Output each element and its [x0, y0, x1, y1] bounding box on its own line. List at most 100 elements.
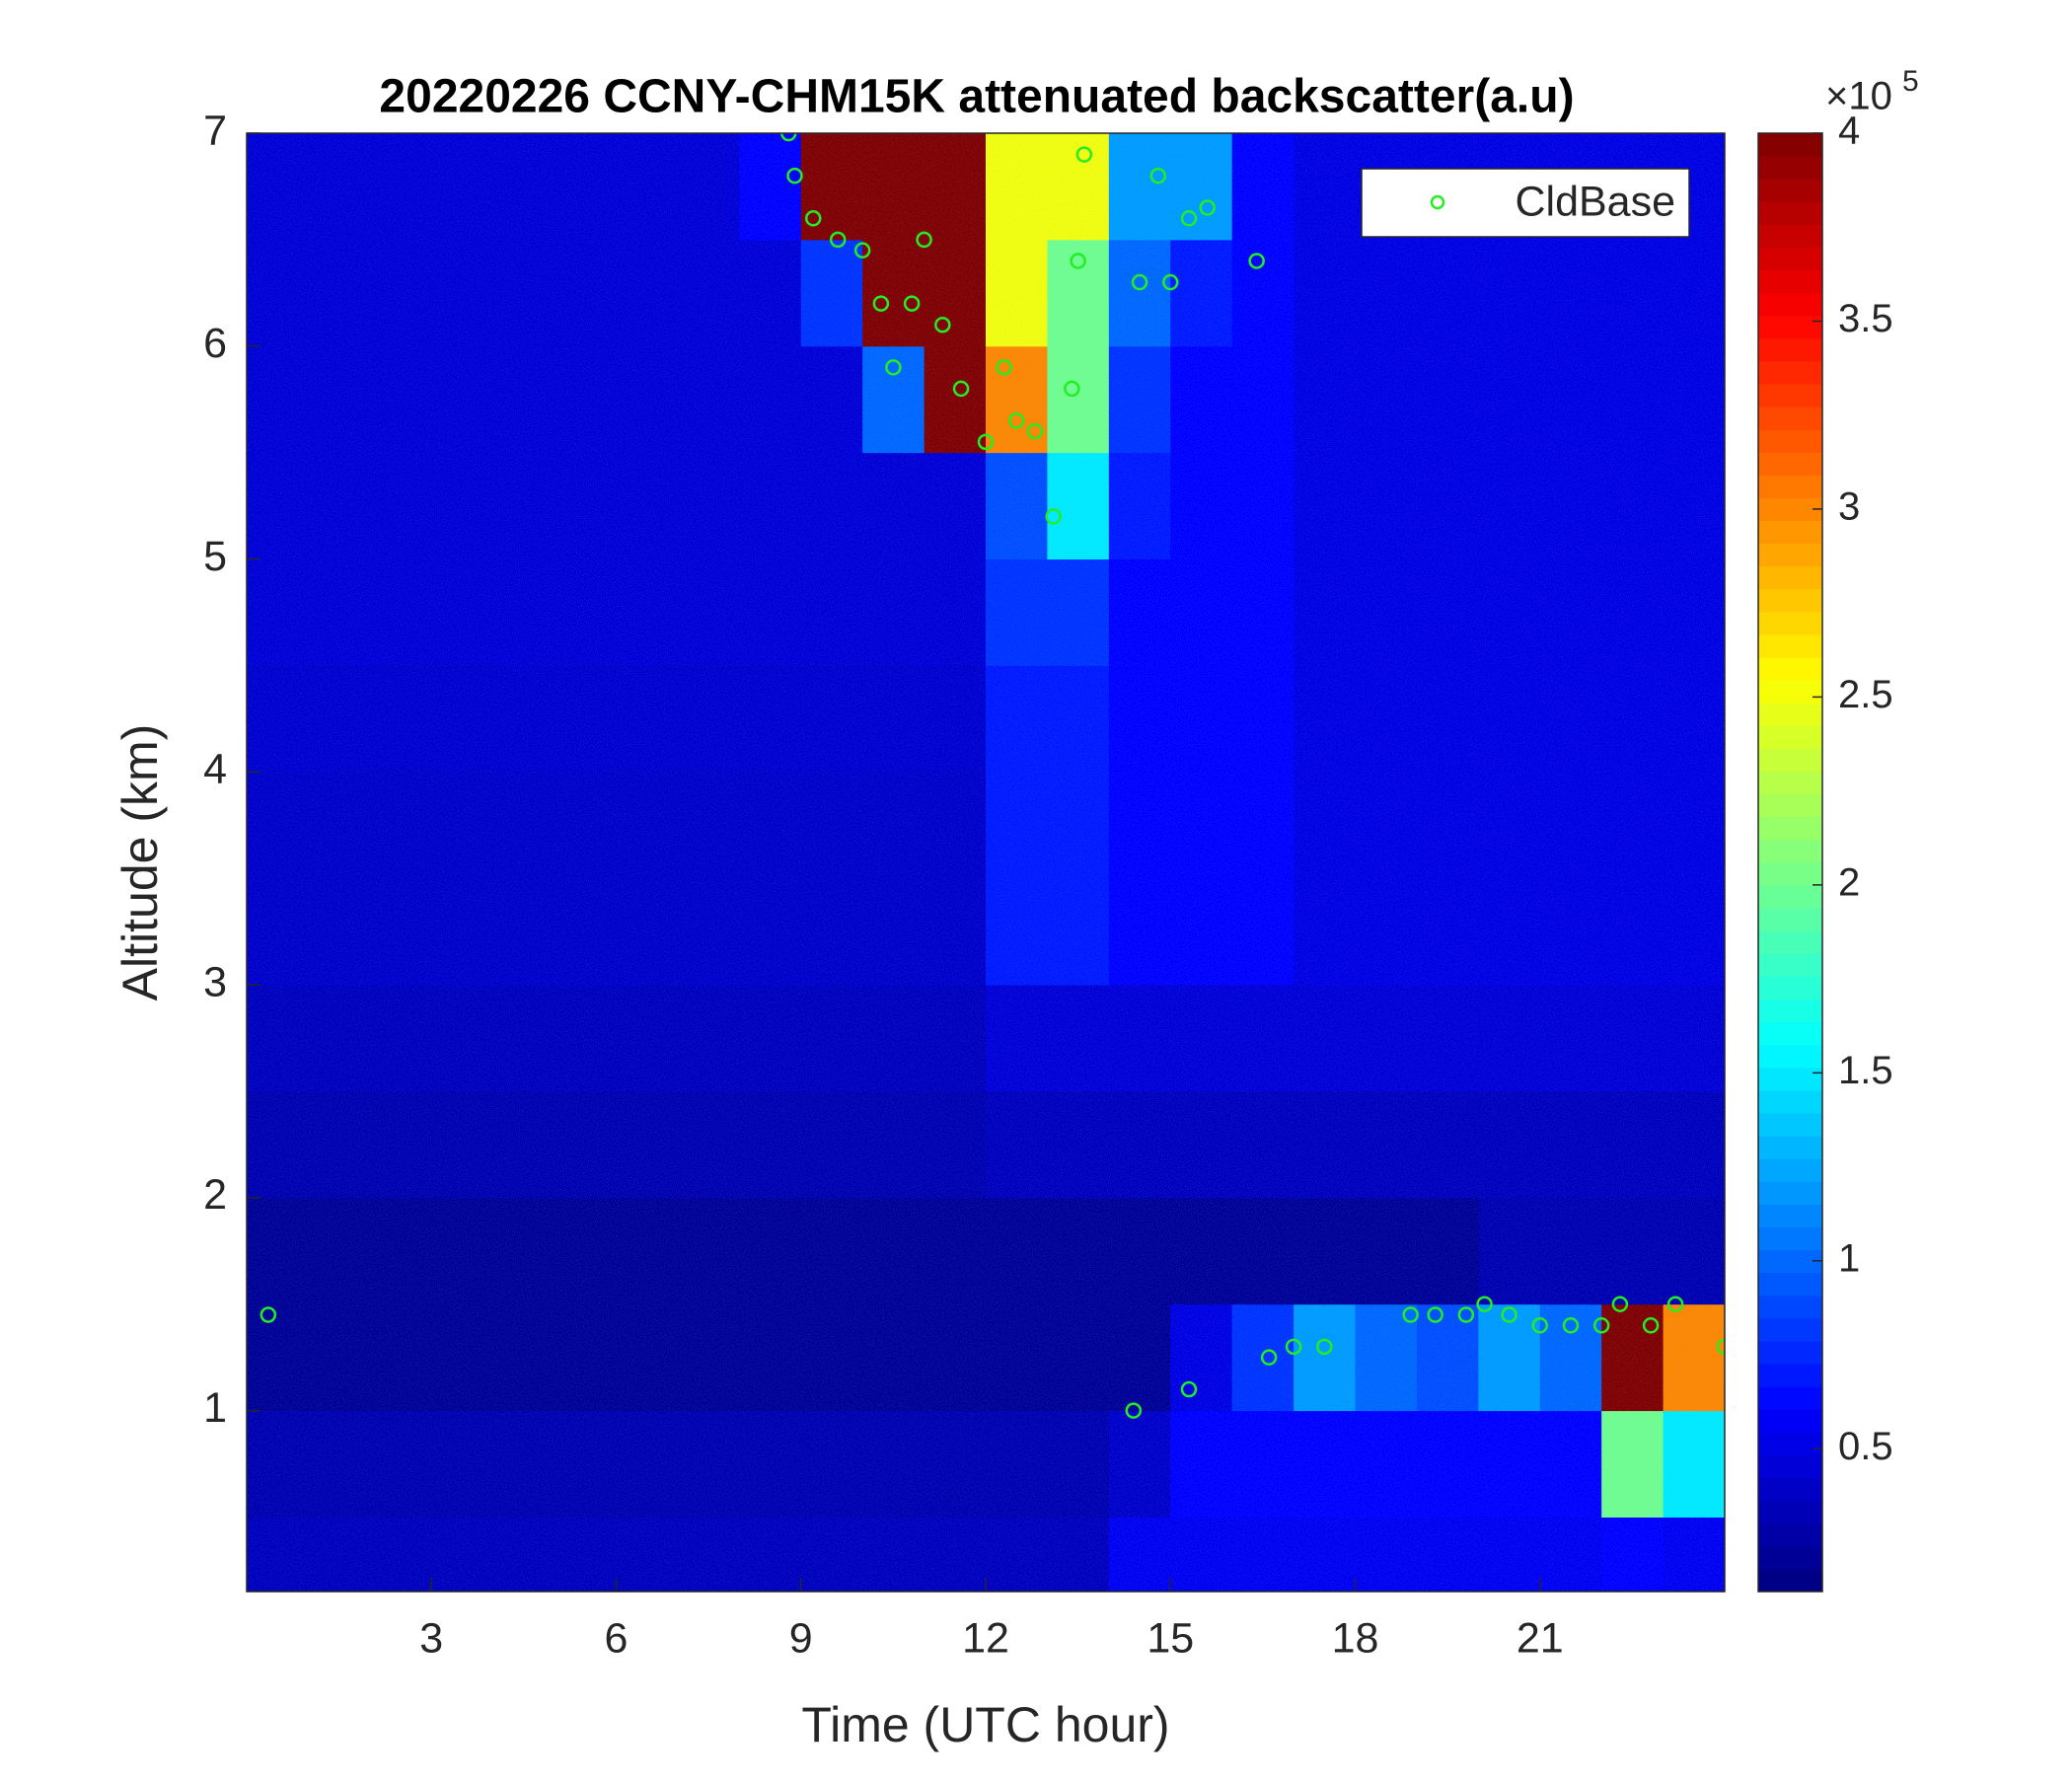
colorbar-swatch — [1758, 1500, 1822, 1524]
cloud-base-point — [916, 231, 932, 249]
colorbar-swatch — [1758, 657, 1822, 681]
x-tick-label: 15 — [1147, 1614, 1194, 1662]
colorbar-swatch — [1758, 1204, 1822, 1227]
chart-title: 20220226 CCNY-CHM15K attenuated backscat… — [379, 71, 1574, 123]
cloud-base-points — [259, 133, 1725, 1419]
colorbar-swatch — [1758, 1158, 1822, 1182]
cloud-base-point — [1131, 273, 1148, 291]
legend-label: CldBase — [1515, 178, 1675, 225]
colorbar-swatch — [1758, 1295, 1822, 1319]
colorbar-swatch — [1758, 520, 1822, 545]
colorbar-swatch — [1758, 247, 1822, 271]
colorbar-swatch — [1758, 497, 1822, 522]
legend-box — [1361, 168, 1690, 238]
colorbar-swatch — [1758, 976, 1822, 1001]
colorbar-swatch — [1758, 1477, 1822, 1502]
colorbar-swatch — [1758, 885, 1822, 909]
colorbar-swatch — [1758, 407, 1822, 430]
cloud-base-point — [1045, 508, 1062, 525]
colorbar-swatch — [1758, 908, 1822, 931]
colorbar-tick-label: 1.5 — [1838, 1049, 1893, 1092]
y-tick-label: 3 — [203, 958, 227, 1005]
colorbar-swatch — [1758, 1432, 1822, 1455]
colorbar-swatch — [1758, 1364, 1822, 1387]
cloud-base-point — [1026, 422, 1044, 440]
cloud-base-point — [780, 133, 797, 142]
cloud-base-point — [1007, 412, 1025, 429]
colorbar-swatch — [1758, 1226, 1822, 1251]
colorbar-swatch — [1758, 179, 1822, 202]
colorbar-swatch — [1758, 930, 1822, 954]
x-tick-label: 12 — [962, 1614, 1009, 1662]
colorbar-swatch — [1758, 475, 1822, 498]
colorbar-exponent-base: ×10 — [1825, 75, 1892, 118]
x-tick-label: 3 — [419, 1614, 443, 1662]
texture — [247, 133, 1725, 1592]
cloud-base-point — [1531, 1317, 1548, 1334]
colorbar-swatch — [1758, 384, 1822, 408]
colorbar-swatch — [1758, 360, 1822, 385]
colorbar-swatch — [1758, 703, 1822, 726]
colorbar-swatch — [1758, 1340, 1822, 1365]
colorbar-swatch — [1758, 1409, 1822, 1433]
colorbar-swatch — [1758, 133, 1822, 157]
colorbar-swatch — [1758, 953, 1822, 977]
cloud-base-point — [1427, 1306, 1443, 1323]
colorbar-swatch — [1758, 611, 1822, 635]
colorbar-swatch — [1758, 543, 1822, 567]
colorbar-swatch — [1758, 1317, 1822, 1342]
cloud-base-point — [934, 316, 951, 334]
colorbar-swatch — [1758, 862, 1822, 886]
colorbar-tick-label: 4 — [1838, 110, 1860, 153]
colorbar-frame — [1757, 132, 1823, 1593]
colorbar-swatch — [1758, 1454, 1822, 1479]
cloud-base-point — [1666, 1296, 1684, 1312]
colorbar-swatch — [1758, 588, 1822, 613]
cloud-base-point — [1149, 167, 1167, 185]
colorbar-swatch — [1758, 565, 1822, 590]
colorbar-tick-label: 1 — [1838, 1236, 1860, 1280]
colorbar-swatch — [1758, 1249, 1822, 1274]
cloud-base-point — [1075, 146, 1093, 163]
y-tick-label: 2 — [203, 1171, 227, 1219]
cloud-base-point — [259, 1306, 277, 1323]
cloud-base-point — [804, 210, 822, 227]
colorbar-swatch — [1758, 1067, 1822, 1091]
cloud-base-point — [1180, 1380, 1198, 1398]
cloud-base-point — [1501, 1306, 1517, 1323]
y-tick-label: 7 — [203, 107, 227, 154]
cloud-base-point — [1162, 273, 1179, 291]
colorbar-swatch — [1758, 269, 1822, 294]
colorbar-swatch — [1758, 816, 1822, 841]
colorbar-tick-label: 0.5 — [1838, 1425, 1893, 1468]
cloud-base-point — [872, 295, 890, 312]
colorbar: 0.5 1 1.5 2 2.5 3 3.5 4 — [1757, 110, 1893, 1593]
colorbar-swatch — [1758, 1272, 1822, 1297]
colorbar-swatch — [1758, 1386, 1822, 1410]
x-tick-label: 6 — [605, 1614, 629, 1662]
cloud-base-point — [1611, 1296, 1629, 1312]
colorbar-swatch — [1758, 224, 1822, 248]
colorbar-swatch — [1758, 201, 1822, 225]
cloud-base-point — [1248, 253, 1265, 269]
colorbar-swatch — [1758, 337, 1822, 362]
colorbar-swatch — [1758, 999, 1822, 1023]
colorbar-tick-label: 3 — [1838, 484, 1860, 528]
cloud-base-point — [1476, 1296, 1493, 1312]
colorbar-swatch — [1758, 793, 1822, 818]
x-tick-label: 9 — [789, 1614, 813, 1662]
colorbar-swatch — [1758, 429, 1822, 453]
colorbar-swatch — [1758, 1113, 1822, 1137]
colorbar-swatch — [1758, 1044, 1822, 1069]
cloud-base-point — [1402, 1306, 1419, 1323]
colorbar-swatch — [1758, 1021, 1822, 1046]
cloud-base-point — [977, 433, 995, 451]
colorbar-swatch — [1758, 452, 1822, 476]
colorbar-swatch — [1758, 156, 1822, 180]
x-tick-label: 18 — [1332, 1614, 1379, 1662]
cloud-base-point — [1592, 1317, 1610, 1334]
colorbar-exponent-power: 5 — [1902, 65, 1919, 98]
colorbar-swatch — [1758, 1545, 1822, 1570]
legend-marker — [1430, 194, 1445, 210]
y-axis-label: Altitude (km) — [112, 724, 168, 1002]
